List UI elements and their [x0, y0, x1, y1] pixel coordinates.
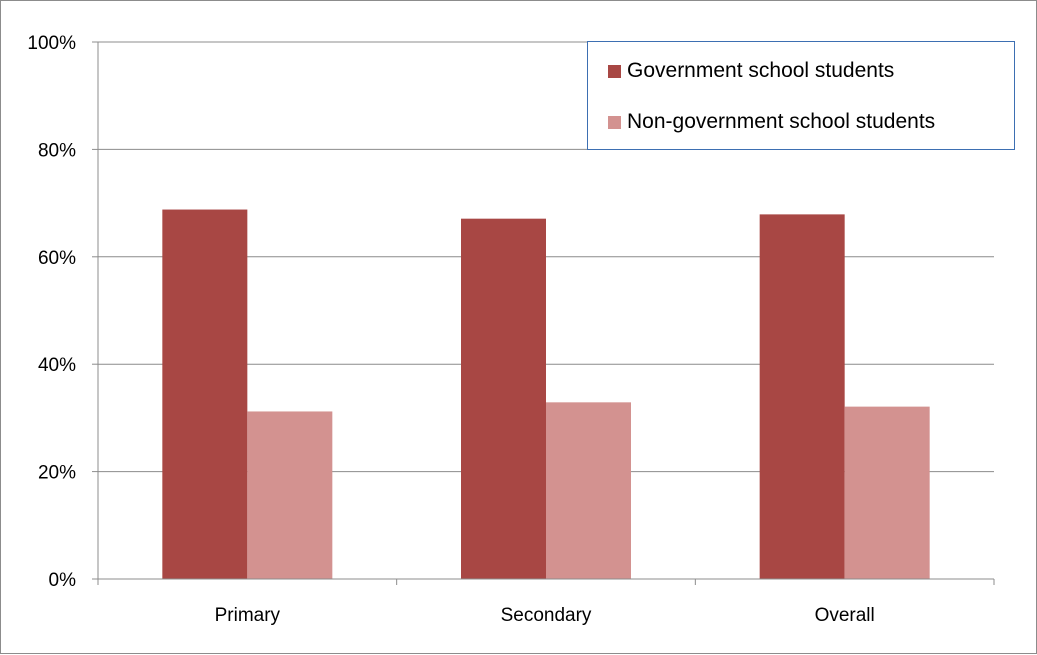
legend-item-government: Government school students [608, 59, 894, 83]
y-tick-labels: 0% 20% 40% 60% 80% 100% [27, 33, 76, 591]
y-tick-label: 0% [49, 570, 77, 591]
bar-government-primary [162, 209, 248, 579]
y-tick-label: 100% [27, 33, 76, 54]
x-tick-labels: Primary Secondary Overall [215, 605, 875, 626]
y-tick-label: 40% [38, 355, 76, 376]
legend-item-non-government: Non-government school students [608, 110, 935, 134]
legend-swatch-non-government [608, 115, 621, 129]
bar-non-government-overall [844, 406, 930, 579]
x-tick-label: Secondary [501, 605, 592, 626]
axes [92, 41, 995, 585]
legend-swatch-government [608, 64, 621, 78]
x-tick-label: Overall [815, 605, 875, 626]
bars [162, 209, 930, 579]
y-tick-label: 80% [38, 140, 76, 161]
y-tick-label: 60% [38, 248, 76, 269]
y-tick-label: 20% [38, 463, 76, 484]
legend: Government school students Non-governmen… [587, 41, 1015, 150]
bar-government-overall [759, 214, 845, 579]
bar-government-secondary [461, 218, 546, 579]
legend-label-government: Government school students [627, 59, 895, 82]
legend-label-non-government: Non-government school students [627, 110, 936, 133]
bar-non-government-primary [247, 411, 333, 579]
x-tick-label: Primary [215, 605, 281, 626]
bar-non-government-secondary [546, 402, 631, 579]
